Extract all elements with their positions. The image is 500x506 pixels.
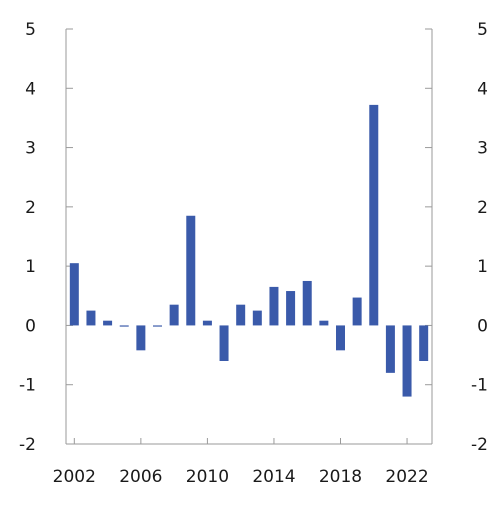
bar	[236, 304, 246, 326]
left-y-tick-label: 0	[25, 316, 36, 336]
bar	[402, 325, 412, 397]
chart-axes	[65, 28, 433, 445]
bar	[202, 320, 212, 326]
left-y-tick-label: 2	[25, 198, 36, 218]
x-tick-label: 2010	[186, 467, 229, 487]
bar	[352, 297, 362, 326]
bar	[302, 280, 312, 326]
bar	[269, 286, 279, 326]
right-y-tick-label: 5	[477, 20, 488, 40]
bar	[86, 310, 96, 326]
bar	[136, 325, 146, 351]
left-y-tick-label: -1	[19, 376, 36, 396]
x-tick-label: 2014	[252, 467, 295, 487]
chart-tick-labels: -2 -2 -1 -1 0 0 1 1 2 2 3 3 4 4 5 5 2002 2006 2010 2014 2018…	[19, 20, 488, 487]
bar	[69, 263, 79, 326]
left-y-tick-label: 5	[25, 20, 36, 40]
bar	[153, 325, 162, 327]
bar	[119, 325, 129, 327]
bar	[103, 320, 113, 326]
x-tick-label: 2006	[119, 467, 162, 487]
bar	[186, 215, 196, 326]
left-y-tick-label: -2	[19, 435, 36, 455]
x-tick-label: 2022	[385, 467, 428, 487]
bar	[336, 325, 345, 351]
right-y-tick-label: 4	[477, 79, 488, 99]
right-y-tick-label: -1	[471, 376, 488, 396]
bar	[385, 325, 395, 373]
left-y-tick-label: 3	[25, 139, 36, 159]
bar	[419, 325, 429, 361]
right-y-tick-label: 1	[477, 257, 488, 277]
bar	[319, 320, 329, 326]
bar	[252, 310, 262, 326]
bar	[169, 304, 179, 326]
chart-bars	[69, 104, 429, 397]
right-y-tick-label: 2	[477, 198, 488, 218]
right-y-tick-label: -2	[471, 435, 488, 455]
left-y-tick-label: 1	[25, 257, 36, 277]
right-y-tick-label: 3	[477, 139, 488, 159]
bar	[286, 291, 296, 326]
left-y-tick-label: 4	[25, 79, 36, 99]
bar	[369, 104, 379, 326]
bar	[219, 325, 229, 361]
right-y-tick-label: 0	[477, 316, 488, 336]
x-tick-label: 2002	[53, 467, 96, 487]
x-tick-label: 2018	[319, 467, 362, 487]
